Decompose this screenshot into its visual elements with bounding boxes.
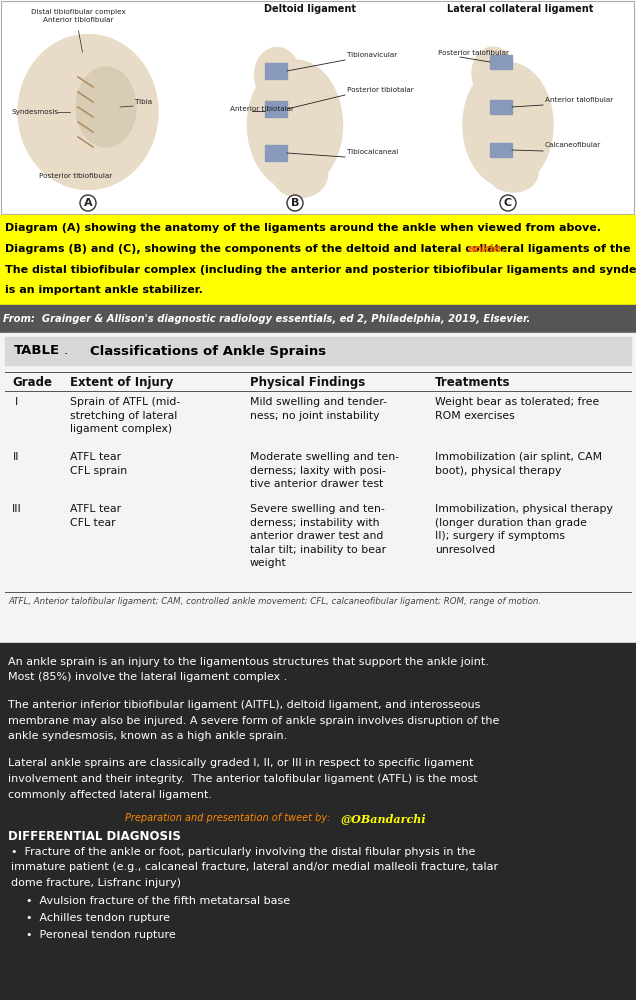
FancyBboxPatch shape: [265, 63, 287, 79]
Text: DIFFERENTIAL DIAGNOSIS: DIFFERENTIAL DIAGNOSIS: [8, 830, 181, 843]
Text: Extent of Injury: Extent of Injury: [70, 376, 173, 389]
Text: Preparation and presentation of tweet by:: Preparation and presentation of tweet by…: [125, 813, 330, 823]
Bar: [1, 1, 634, 214]
Circle shape: [287, 195, 303, 211]
Text: Mild swelling and tender-
ness; no joint instability: Mild swelling and tender- ness; no joint…: [250, 397, 387, 421]
Text: Posterior tibiofibular: Posterior tibiofibular: [39, 173, 113, 179]
Text: •  Achilles tendon rupture: • Achilles tendon rupture: [26, 913, 170, 923]
Text: commonly affected lateral ligament.: commonly affected lateral ligament.: [8, 790, 212, 800]
Text: Lateral collateral ligament: Lateral collateral ligament: [447, 4, 593, 14]
Ellipse shape: [76, 67, 136, 147]
Text: Physical Findings: Physical Findings: [250, 376, 365, 389]
Bar: [0, 333, 636, 643]
Text: A: A: [84, 198, 92, 208]
Text: membrane may also be injured. A severe form of ankle sprain involves disruption : membrane may also be injured. A severe f…: [8, 716, 499, 726]
Text: Tibiocalcaneal: Tibiocalcaneal: [347, 149, 398, 155]
Text: Anterior tibiofibular: Anterior tibiofibular: [43, 17, 113, 23]
FancyBboxPatch shape: [490, 143, 512, 157]
Text: The distal tibiofibular complex (including the anterior and posterior tibiofibul: The distal tibiofibular complex (includi…: [5, 265, 636, 275]
Text: Severe swelling and ten-
derness; instability with
anterior drawer test and
tala: Severe swelling and ten- derness; instab…: [250, 504, 386, 568]
Text: Distal tibiofibular complex: Distal tibiofibular complex: [31, 9, 125, 15]
FancyBboxPatch shape: [265, 101, 287, 117]
Text: Deltoid ligament: Deltoid ligament: [264, 4, 356, 14]
Text: The anterior inferior tibiofibular ligament (AITFL), deltoid ligament, and inter: The anterior inferior tibiofibular ligam…: [8, 700, 480, 710]
Text: Immobilization, physical therapy
(longer duration than grade
II); surgery if sym: Immobilization, physical therapy (longer…: [435, 504, 613, 555]
Text: TABLE: TABLE: [14, 344, 60, 358]
Circle shape: [80, 195, 96, 211]
Ellipse shape: [488, 154, 538, 192]
Text: Moderate swelling and ten-
derness; laxity with posi-
tive anterior drawer test: Moderate swelling and ten- derness; laxi…: [250, 452, 399, 489]
Text: is an important ankle stabilizer.: is an important ankle stabilizer.: [5, 285, 203, 295]
Text: Classifications of Ankle Sprains: Classifications of Ankle Sprains: [90, 344, 326, 358]
Text: Treatments: Treatments: [435, 376, 511, 389]
Text: ATFL, Anterior talofibular ligament; CAM, controlled ankle movement; CFL, calcan: ATFL, Anterior talofibular ligament; CAM…: [8, 597, 541, 606]
FancyBboxPatch shape: [265, 145, 287, 161]
Text: ankle.: ankle.: [467, 244, 505, 254]
Text: Grade: Grade: [12, 376, 52, 389]
FancyBboxPatch shape: [490, 55, 512, 69]
Text: III: III: [12, 504, 22, 514]
Text: Calcaneofibular: Calcaneofibular: [545, 142, 601, 148]
Circle shape: [500, 195, 516, 211]
Bar: [5, 337, 631, 365]
Text: An ankle sprain is an injury to the ligamentous structures that support the ankl: An ankle sprain is an injury to the liga…: [8, 657, 489, 667]
Bar: [0, 643, 636, 1000]
Text: involvement and their integrity.  The anterior talofibular ligament (ATFL) is th: involvement and their integrity. The ant…: [8, 774, 478, 784]
Text: Posterior tibiotalar: Posterior tibiotalar: [347, 87, 414, 93]
Text: II: II: [13, 452, 20, 462]
Text: Posterior talofibular: Posterior talofibular: [438, 50, 509, 56]
Ellipse shape: [272, 152, 328, 198]
FancyBboxPatch shape: [490, 100, 512, 114]
Text: B: B: [291, 198, 299, 208]
Text: Tibionavicular: Tibionavicular: [347, 52, 398, 58]
Text: Weight bear as tolerated; free
ROM exercises: Weight bear as tolerated; free ROM exerc…: [435, 397, 599, 421]
Text: Syndesmosis: Syndesmosis: [12, 109, 59, 115]
Text: Anterior talofibular: Anterior talofibular: [545, 97, 613, 103]
Bar: [0, 215, 636, 305]
Ellipse shape: [18, 34, 158, 190]
Ellipse shape: [472, 47, 514, 99]
Text: C: C: [504, 198, 512, 208]
Text: •  Avulsion fracture of the fifth metatarsal base: • Avulsion fracture of the fifth metatar…: [26, 896, 290, 906]
Text: Diagram (A) showing the anatomy of the ligaments around the ankle when viewed fr: Diagram (A) showing the anatomy of the l…: [5, 223, 601, 233]
Ellipse shape: [247, 60, 343, 190]
Ellipse shape: [463, 62, 553, 188]
Text: @OBandarchi: @OBandarchi: [340, 813, 425, 824]
Text: Diagrams (B) and (C), showing the components of the deltoid and lateral collater: Diagrams (B) and (C), showing the compon…: [5, 244, 634, 254]
Text: ankle syndesmosis, known as a high ankle sprain.: ankle syndesmosis, known as a high ankle…: [8, 731, 287, 741]
Text: I: I: [15, 397, 18, 407]
Text: ATFL tear
CFL sprain: ATFL tear CFL sprain: [70, 452, 127, 476]
Text: •  Fracture of the ankle or foot, particularly involving the distal fibular phys: • Fracture of the ankle or foot, particu…: [11, 847, 475, 857]
Text: Lateral ankle sprains are classically graded I, II, or III in respect to specifi: Lateral ankle sprains are classically gr…: [8, 758, 473, 768]
Text: •  Peroneal tendon rupture: • Peroneal tendon rupture: [26, 930, 176, 940]
Text: From:  Grainger & Allison's diagnostic radiology essentials, ed 2, Philadelphia,: From: Grainger & Allison's diagnostic ra…: [3, 314, 530, 324]
Text: Immobilization (air splint, CAM
boot), physical therapy: Immobilization (air splint, CAM boot), p…: [435, 452, 602, 476]
Text: immature patient (e.g., calcaneal fracture, lateral and/or medial malleoli fract: immature patient (e.g., calcaneal fractu…: [11, 862, 498, 872]
Text: Anterior tibiotalar: Anterior tibiotalar: [230, 106, 294, 112]
Text: Sprain of ATFL (mid-
stretching of lateral
ligament complex): Sprain of ATFL (mid- stretching of later…: [70, 397, 180, 434]
Text: .: .: [64, 344, 68, 358]
Text: dome fracture, Lisfranc injury): dome fracture, Lisfranc injury): [11, 878, 181, 888]
Text: Most (85%) involve the lateral ligament complex .: Most (85%) involve the lateral ligament …: [8, 672, 287, 682]
Ellipse shape: [254, 47, 300, 103]
Bar: [0, 305, 636, 333]
Bar: [0, 0, 636, 215]
Text: Tibia: Tibia: [135, 99, 152, 105]
Text: ATFL tear
CFL tear: ATFL tear CFL tear: [70, 504, 121, 528]
